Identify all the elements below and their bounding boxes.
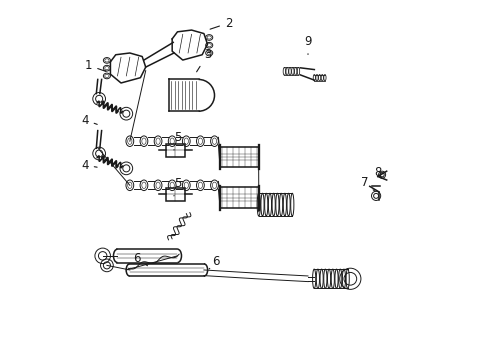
Text: 1: 1 [84, 59, 106, 72]
Bar [166, 188, 184, 201]
Text: 6: 6 [209, 255, 220, 269]
Text: 8: 8 [373, 166, 381, 179]
Text: 6: 6 [133, 252, 147, 266]
Text: 2: 2 [210, 17, 232, 30]
Text: 3: 3 [196, 48, 211, 72]
Text: 7: 7 [360, 176, 374, 191]
Text: 5: 5 [173, 177, 181, 196]
Text: 4: 4 [81, 159, 97, 172]
Text: 4: 4 [81, 113, 97, 126]
Text: 9: 9 [304, 35, 311, 54]
Bar [166, 144, 184, 157]
Text: 5: 5 [173, 131, 181, 150]
